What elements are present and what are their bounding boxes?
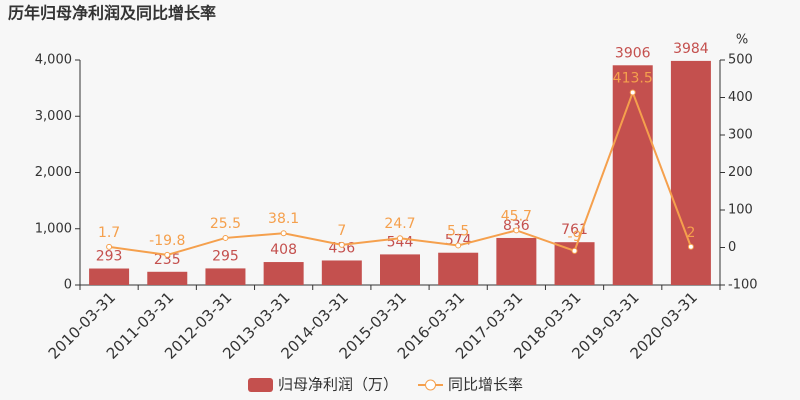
line-value-label: 5.5 — [447, 223, 469, 239]
bar-value-label: 3984 — [673, 41, 709, 57]
y2-axis-label: % — [736, 33, 748, 48]
line-value-label: 24.7 — [384, 216, 415, 232]
bar — [438, 252, 479, 285]
line-value-label: 1.7 — [98, 225, 120, 241]
line-point — [455, 242, 462, 249]
y-tick-label: 3,000 — [35, 109, 72, 124]
bar — [670, 60, 711, 286]
chart-title: 历年归母净利润及同比增长率 — [8, 4, 216, 23]
line-value-label: 2 — [686, 225, 695, 241]
line-point — [397, 235, 403, 242]
y2-tick-label: 300 — [728, 128, 753, 143]
y-tick-label: 1,000 — [35, 221, 72, 236]
bar — [380, 254, 420, 285]
bar — [496, 237, 537, 285]
y2-tick-label: -100 — [728, 278, 758, 293]
line-point — [106, 243, 113, 250]
bar-value-label: 3906 — [615, 45, 651, 61]
y2-tick-label: 0 — [728, 240, 736, 255]
legend-label: 同比增长率 — [448, 376, 523, 394]
bar-value-label: 235 — [154, 252, 181, 268]
bar-value-label: 293 — [96, 249, 123, 265]
line-point — [513, 227, 520, 234]
legend-swatch-point — [425, 379, 437, 391]
bar — [147, 271, 188, 285]
line-value-label: 413.5 — [613, 70, 653, 86]
line-point — [222, 234, 229, 241]
line-point — [280, 230, 287, 237]
legend-swatch — [248, 378, 273, 392]
bar — [321, 260, 362, 285]
line-value-label: -19.8 — [149, 233, 185, 249]
bar-value-label: 295 — [212, 248, 239, 264]
bar — [612, 65, 653, 285]
line-value-label: 38.1 — [268, 211, 299, 227]
bar-value-label: 836 — [503, 218, 530, 234]
y2-tick-label: 400 — [728, 90, 753, 105]
bar — [89, 268, 130, 285]
line-value-label: 7 — [337, 223, 346, 239]
line-value-label: -9 — [568, 229, 582, 245]
bar — [263, 262, 304, 285]
line-point — [164, 251, 171, 258]
line-point — [338, 241, 345, 248]
y2-tick-label: 200 — [728, 165, 753, 180]
y-tick-label: 4,000 — [35, 53, 72, 68]
line-point — [629, 89, 636, 96]
bar — [205, 268, 246, 285]
y2-tick-label: 100 — [728, 203, 753, 218]
line-value-label: 25.5 — [210, 216, 241, 232]
line-point — [687, 243, 694, 250]
line-point — [571, 247, 578, 254]
y-tick-label: 2,000 — [35, 165, 72, 180]
line-value-label: 45.7 — [501, 208, 532, 224]
y-tick-label: 0 — [64, 278, 72, 293]
y2-tick-label: 500 — [728, 53, 753, 68]
legend-label: 归母净利润（万） — [278, 376, 398, 394]
bar-value-label: 408 — [270, 242, 297, 258]
